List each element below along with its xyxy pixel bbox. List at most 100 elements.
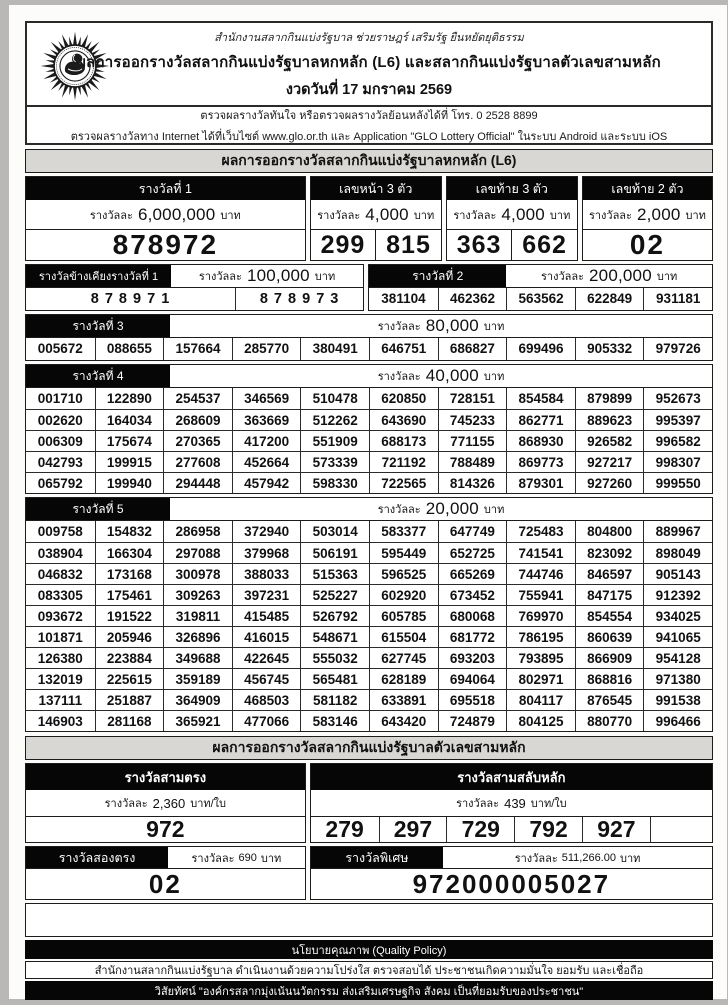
number-cell: 693203 [437,647,507,668]
number-cell: 001710 [37,391,83,406]
straight2-amount: รางวัลละ 690 บาท [191,851,282,865]
special-prize-amount: รางวัลละ 511,266.00 บาท [514,851,641,865]
number-cell: 971380 [643,668,712,689]
last3-column: เลขท้าย 3 ตัว รางวัลละ 4,000 บาท 363 662 [445,176,578,261]
number-cell: 456745 [231,668,301,689]
number-cell: 620850 [368,388,438,409]
front3-header: เลขหน้า 3 ตัว [310,177,441,200]
number-cell: 681772 [437,626,507,647]
number-cell: 300978 [163,563,232,584]
n3-section-title: ผลการออกรางวัลสลากกินแบ่งรัฐบาลตัวเลขสาม… [25,736,713,760]
number-cell: 647749 [437,521,507,542]
number-cell: 931181 [643,288,712,310]
number-cell: 665269 [437,563,507,584]
number-cell: 457942 [231,472,301,493]
number-cell: 422645 [231,647,301,668]
number-cell: 565481 [300,668,369,689]
number-cell: 725483 [506,521,575,542]
number-cell: 251887 [94,689,164,710]
straight3-amount: รางวัลละ 2,360 บาท/ใบ [26,790,305,817]
number-cell: 595449 [368,542,438,563]
number-cell: 270365 [163,430,232,451]
adjacent-prize-box: รางวัลข้างเคียงรางวัลที่ 1 รางวัลละ 100,… [25,264,365,311]
number-cell: 755941 [506,584,575,605]
number-cell: 854584 [506,388,575,409]
number-cell: 996582 [643,430,712,451]
number-cell: 862771 [506,409,575,430]
number-cell: 605785 [368,605,438,626]
third-prize-label: รางวัลที่ 3 [26,315,171,337]
number-cell: 510478 [300,388,369,409]
number-cell: 860639 [574,626,644,647]
number-cell: 868930 [506,430,575,451]
last3-header: เลขท้าย 3 ตัว [446,177,577,200]
last3-number: 363 [456,230,502,259]
number-cell: 126380 [26,647,95,668]
number-cell: 581182 [300,689,369,710]
number-cell: 101871 [26,626,95,647]
number-cell: 277608 [163,451,232,472]
last2-number: 02 [629,229,666,260]
number-cell: 199940 [94,472,164,493]
number-cell: 083305 [26,584,95,605]
number-cell: 573339 [300,451,369,472]
number-cell: 002620 [26,409,95,430]
number-cell: 191522 [94,605,164,626]
number-cell: 699496 [506,338,575,360]
number-cell: 309263 [163,584,232,605]
number-cell: 294448 [163,472,232,493]
vision-bar: วิสัยทัศน์ "องค์กรสลากมุ่งเน้นนวัตกรรม ส… [25,981,713,1000]
number-cell: 688173 [368,430,438,451]
number-cell: 854554 [574,605,644,626]
number-cell: 941065 [643,626,712,647]
fourth-prize-numbers: 001710 122890 254537 346569 510478 620850 7281… [26,388,712,493]
header: สำนักงานสลากกินแบ่งรัฐบาล ช่วยราษฎร์ เสร… [25,21,713,107]
number-cell: 477066 [231,710,301,731]
number-cell: 814326 [437,472,507,493]
number-cell: 173168 [94,563,164,584]
number-cell: 132019 [26,668,95,689]
number-cell: 995397 [643,409,712,430]
number-cell: 452664 [231,451,301,472]
main-prize-table: รางวัลที่ 1 รางวัลละ 6,000,000 บาท 87897… [25,176,713,261]
number-cell: 721192 [368,451,438,472]
two-digit-table: รางวัลสองตรง รางวัลละ 690 บาท 02 รางวัลพ… [25,846,713,900]
front3-number: 299 [320,230,366,259]
number-cell: 934025 [643,605,712,626]
number-cell: 503014 [300,521,369,542]
number-cell: 416015 [231,626,301,647]
number-cell: 042793 [26,451,95,472]
number-cell: 912392 [643,584,712,605]
number-cell: 009758 [37,524,83,539]
front3-amount: รางวัลละ 4,000 บาท [310,200,441,230]
straight3-label: รางวัลสามตรง [26,764,305,790]
number-cell: 869773 [506,451,575,472]
perm3-label: รางวัลสามสลับหลัก [310,764,712,790]
draw-date: งวดวันที่ 17 มกราคม 2569 [285,81,453,98]
perm3-numbers: 279 297 729 792 927 [311,817,650,842]
number-cell: 793895 [506,647,575,668]
number-cell: 643420 [368,710,438,731]
last2-header: เลขท้าย 2 ตัว [582,177,712,200]
number-cell: 927217 [574,451,644,472]
number-cell: 954128 [643,647,712,668]
adjacent-number: 8 7 8 9 7 3 [235,288,363,310]
number-cell: 281168 [94,710,164,731]
number-cell: 225615 [94,668,164,689]
number-cell: 952673 [643,388,712,409]
quality-policy-text-bar: สำนักงานสลากกินแบ่งรัฐบาล ดำเนินงานด้วยค… [25,961,713,979]
fifth-prize-numbers: 009758 154832 286958 372940 503014 583377 6477… [26,521,712,731]
number-cell: 991538 [643,689,712,710]
number-cell: 673452 [437,584,507,605]
last2-amount: รางวัลละ 2,000 บาท [582,200,712,230]
number-cell: 905332 [574,338,644,360]
special-prize-box: รางวัลพิเศษ รางวัลละ 511,266.00 บาท 9720… [309,846,713,900]
fourth-prize-section: รางวัลที่ 4 รางวัลละ 40,000 บาท 001710 12… [25,364,713,494]
number-cell: 268609 [163,409,232,430]
number-cell: 088655 [94,338,164,360]
number-cell: 286958 [163,521,232,542]
number-cell: 879301 [506,472,575,493]
number-cell: 788489 [437,451,507,472]
number-cell: 802971 [506,668,575,689]
number-cell: 898049 [643,542,712,563]
